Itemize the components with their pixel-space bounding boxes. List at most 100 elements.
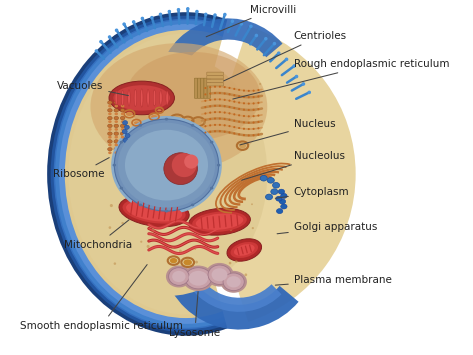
Ellipse shape	[125, 130, 208, 201]
Ellipse shape	[214, 130, 216, 132]
Ellipse shape	[118, 123, 215, 208]
Ellipse shape	[165, 210, 168, 213]
Ellipse shape	[120, 141, 123, 143]
Ellipse shape	[53, 19, 318, 329]
Ellipse shape	[224, 124, 226, 126]
Ellipse shape	[185, 268, 211, 289]
Ellipse shape	[280, 204, 287, 209]
Ellipse shape	[65, 30, 307, 318]
Ellipse shape	[173, 116, 182, 122]
Ellipse shape	[114, 147, 119, 151]
Ellipse shape	[227, 276, 241, 288]
Ellipse shape	[110, 204, 113, 207]
Ellipse shape	[224, 111, 226, 114]
Ellipse shape	[148, 200, 150, 203]
Ellipse shape	[224, 92, 226, 94]
Ellipse shape	[150, 16, 154, 20]
Ellipse shape	[219, 105, 221, 107]
Ellipse shape	[166, 266, 192, 288]
Ellipse shape	[191, 124, 194, 127]
Ellipse shape	[228, 131, 230, 133]
Ellipse shape	[59, 24, 313, 324]
Ellipse shape	[234, 244, 254, 256]
Ellipse shape	[168, 268, 189, 285]
Ellipse shape	[254, 34, 258, 37]
Ellipse shape	[215, 225, 217, 227]
Ellipse shape	[243, 96, 245, 98]
Text: Vacuoles: Vacuoles	[57, 81, 128, 95]
Ellipse shape	[109, 81, 175, 115]
Ellipse shape	[123, 84, 124, 86]
Ellipse shape	[257, 102, 260, 104]
Ellipse shape	[142, 212, 145, 215]
Ellipse shape	[267, 178, 274, 183]
Ellipse shape	[121, 105, 124, 108]
Ellipse shape	[214, 118, 216, 120]
Ellipse shape	[140, 17, 144, 20]
Ellipse shape	[243, 121, 245, 124]
Ellipse shape	[108, 143, 112, 146]
Ellipse shape	[209, 111, 211, 114]
Ellipse shape	[107, 109, 112, 112]
Ellipse shape	[233, 120, 236, 122]
Ellipse shape	[90, 43, 267, 170]
Ellipse shape	[233, 113, 236, 115]
Ellipse shape	[126, 201, 182, 222]
Text: Mitochondria: Mitochondria	[64, 220, 132, 250]
Ellipse shape	[139, 124, 142, 127]
Ellipse shape	[120, 140, 125, 143]
Ellipse shape	[228, 99, 230, 102]
Ellipse shape	[55, 20, 317, 328]
Ellipse shape	[278, 189, 285, 194]
Ellipse shape	[224, 131, 226, 133]
Ellipse shape	[114, 113, 118, 115]
Ellipse shape	[107, 116, 112, 120]
Ellipse shape	[107, 140, 112, 143]
Ellipse shape	[120, 109, 125, 112]
Ellipse shape	[248, 96, 250, 98]
Ellipse shape	[47, 12, 325, 336]
Ellipse shape	[233, 107, 236, 109]
Ellipse shape	[188, 180, 191, 183]
Text: Lysosome: Lysosome	[169, 292, 220, 338]
Ellipse shape	[214, 92, 216, 94]
Ellipse shape	[204, 87, 206, 89]
Ellipse shape	[223, 13, 227, 16]
Ellipse shape	[146, 126, 152, 130]
Ellipse shape	[121, 113, 124, 115]
Ellipse shape	[120, 187, 123, 190]
Ellipse shape	[125, 133, 130, 138]
Ellipse shape	[209, 124, 211, 126]
Ellipse shape	[114, 262, 116, 265]
Ellipse shape	[280, 193, 287, 198]
Ellipse shape	[233, 100, 236, 103]
Ellipse shape	[251, 203, 253, 205]
Ellipse shape	[219, 86, 221, 88]
Ellipse shape	[152, 229, 155, 232]
Ellipse shape	[113, 164, 116, 166]
FancyBboxPatch shape	[207, 76, 223, 79]
Ellipse shape	[209, 105, 211, 107]
Ellipse shape	[228, 93, 230, 95]
FancyBboxPatch shape	[201, 78, 204, 98]
Ellipse shape	[140, 241, 142, 243]
Ellipse shape	[120, 116, 125, 120]
Ellipse shape	[99, 40, 103, 43]
Ellipse shape	[193, 137, 197, 140]
Ellipse shape	[253, 121, 254, 124]
Ellipse shape	[121, 151, 124, 154]
Ellipse shape	[243, 115, 245, 117]
Ellipse shape	[166, 91, 168, 105]
Ellipse shape	[121, 128, 124, 131]
Ellipse shape	[114, 151, 118, 154]
Ellipse shape	[233, 88, 236, 90]
Ellipse shape	[292, 64, 296, 68]
Ellipse shape	[243, 128, 245, 130]
Ellipse shape	[153, 90, 156, 106]
Ellipse shape	[214, 105, 216, 107]
Ellipse shape	[253, 134, 254, 136]
Ellipse shape	[122, 90, 124, 105]
Ellipse shape	[215, 228, 217, 231]
Ellipse shape	[229, 228, 232, 231]
Ellipse shape	[253, 109, 254, 111]
